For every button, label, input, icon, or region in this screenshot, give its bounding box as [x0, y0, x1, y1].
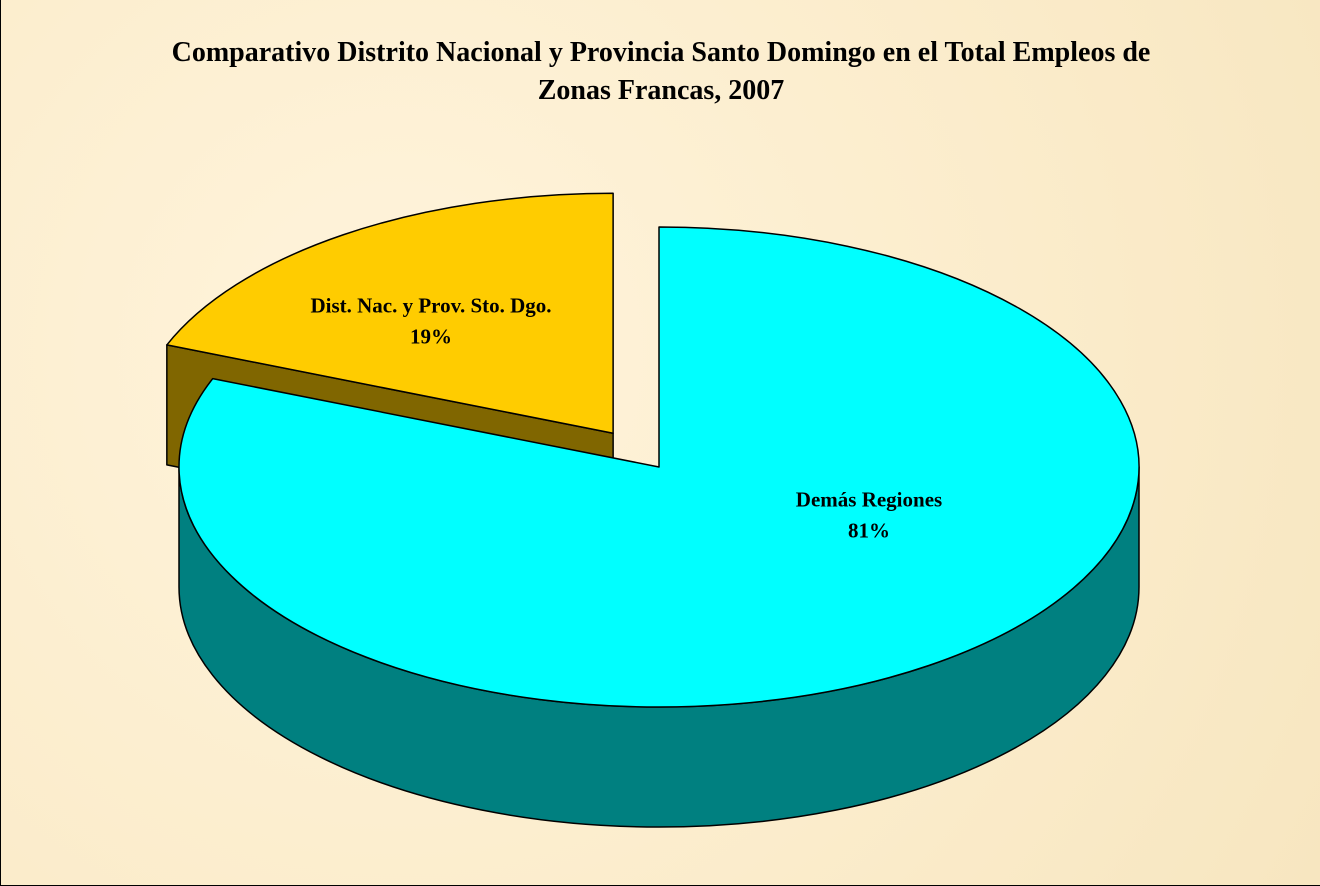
slice — [178, 226, 1140, 708]
slice — [166, 192, 614, 435]
value-label: 81% — [848, 518, 890, 542]
slice-label: Demás Regiones — [795, 487, 943, 512]
chart-title: Comparativo Distrito Nacional y Provinci… — [171, 37, 1151, 106]
value-label: 19% — [410, 324, 452, 348]
slice-label: Dist. Nac. y Prov. Sto. Dgo. — [310, 293, 552, 318]
